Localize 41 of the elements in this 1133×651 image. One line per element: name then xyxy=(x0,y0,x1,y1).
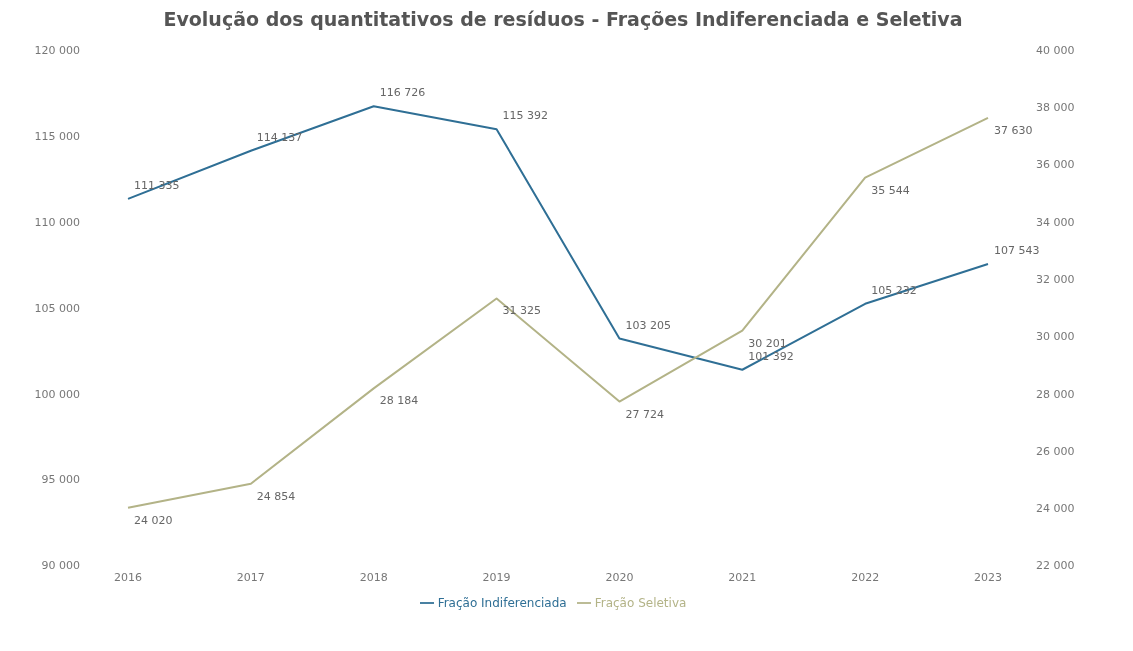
legend-label: Fração Seletiva xyxy=(594,595,687,610)
data-label: 37 630 xyxy=(994,123,1033,137)
y-tick-label: 110 000 xyxy=(34,215,80,229)
data-label: 116 726 xyxy=(379,86,426,100)
data-label: 28 184 xyxy=(379,394,419,408)
y-tick-label: 100 000 xyxy=(34,387,80,401)
y-tick-label: 90 000 xyxy=(41,559,80,573)
legend-label: Fração Indiferenciada xyxy=(437,595,567,610)
data-label: 35 544 xyxy=(871,183,910,197)
y-tick-label: 115 000 xyxy=(34,129,80,143)
chart-title: Evolução dos quantitativos de resíduos - Frações Indiferenciada e Seletiva xyxy=(162,8,964,30)
y2-tick-label: 32 000 xyxy=(1036,273,1075,287)
y-tick-label: 120 000 xyxy=(34,43,80,57)
x-tick-label: 2020 xyxy=(605,571,634,585)
y2-tick-label: 30 000 xyxy=(1036,330,1075,344)
data-label: 24 854 xyxy=(256,489,296,503)
x-tick-label: 2018 xyxy=(359,571,388,585)
y2-tick-label: 40 000 xyxy=(1036,43,1075,57)
y-tick-label: 105 000 xyxy=(34,301,80,315)
x-tick-label: 2023 xyxy=(974,571,1002,585)
y2-tick-label: 38 000 xyxy=(1036,101,1075,115)
data-label: 27 724 xyxy=(625,407,664,421)
x-tick-label: 2022 xyxy=(851,571,880,585)
data-label: 111 335 xyxy=(134,178,180,192)
y2-tick-label: 24 000 xyxy=(1036,502,1075,516)
y2-tick-label: 26 000 xyxy=(1036,444,1075,458)
x-tick-label: 2016 xyxy=(114,571,142,585)
data-label: 115 392 xyxy=(502,109,549,123)
x-tick-label: 2017 xyxy=(236,571,265,585)
y2-tick-label: 34 000 xyxy=(1036,215,1075,229)
y2-tick-label: 28 000 xyxy=(1036,387,1075,401)
y-tick-label: 95 000 xyxy=(41,473,80,487)
data-label: 30 201 xyxy=(748,336,787,350)
data-label: 103 205 xyxy=(625,318,671,332)
data-label: 107 543 xyxy=(994,244,1040,258)
x-tick-label: 2021 xyxy=(728,571,757,585)
line-series xyxy=(127,105,989,371)
y2-tick-label: 36 000 xyxy=(1036,158,1075,172)
data-label: 24 020 xyxy=(134,513,173,527)
y2-tick-label: 22 000 xyxy=(1036,559,1075,573)
x-tick-label: 2019 xyxy=(482,571,511,585)
